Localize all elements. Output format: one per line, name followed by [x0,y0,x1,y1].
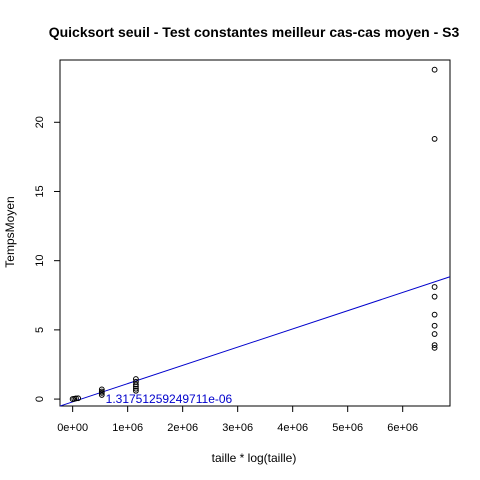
x-tick-label: 1e+06 [112,422,143,434]
x-axis-label: taille * log(taille) [212,451,297,465]
data-point [73,395,79,402]
data-point [133,381,139,388]
x-tick-label: 2e+06 [167,422,198,434]
data-point [133,385,139,392]
y-tick-label: 0 [34,396,46,402]
y-axis: 0 5 10 15 20 [34,116,60,402]
data-point [98,388,105,395]
y-tick-label: 15 [34,185,46,197]
regression-line [59,276,451,407]
x-tick-label: 3e+06 [222,422,253,434]
y-axis-label: TempsMoyen [3,196,17,267]
data-point [431,322,438,329]
data-point [431,311,438,318]
data-point [431,66,438,73]
x-tick-label: 4e+06 [277,422,308,434]
slope-annotation: 1.31751259249711e-06 [106,392,233,406]
data-point [431,342,438,349]
data-point [431,284,438,290]
y-tick-label: 10 [34,255,46,267]
y-tick-label: 20 [34,116,46,128]
y-tick-label: 5 [34,327,46,333]
data-point [133,378,139,385]
data-point [133,376,139,382]
data-point [98,386,105,393]
data-points [69,66,438,402]
data-point [133,387,139,394]
x-tick-label: 0e+00 [57,422,88,434]
data-point [431,135,438,142]
x-axis: 0e+00 1e+06 2e+06 3e+06 4e+06 5e+06 6e+06 [57,406,418,434]
chart-title: Quicksort seuil - Test constantes meille… [49,24,460,40]
data-point [431,331,438,337]
data-point [431,293,438,300]
regression-line-group [59,276,451,407]
data-point [75,395,82,402]
plot-frame [59,59,451,407]
data-point [98,392,105,398]
data-point [431,344,438,351]
x-tick-label: 6e+06 [387,422,418,434]
x-tick-label: 5e+06 [332,422,363,434]
